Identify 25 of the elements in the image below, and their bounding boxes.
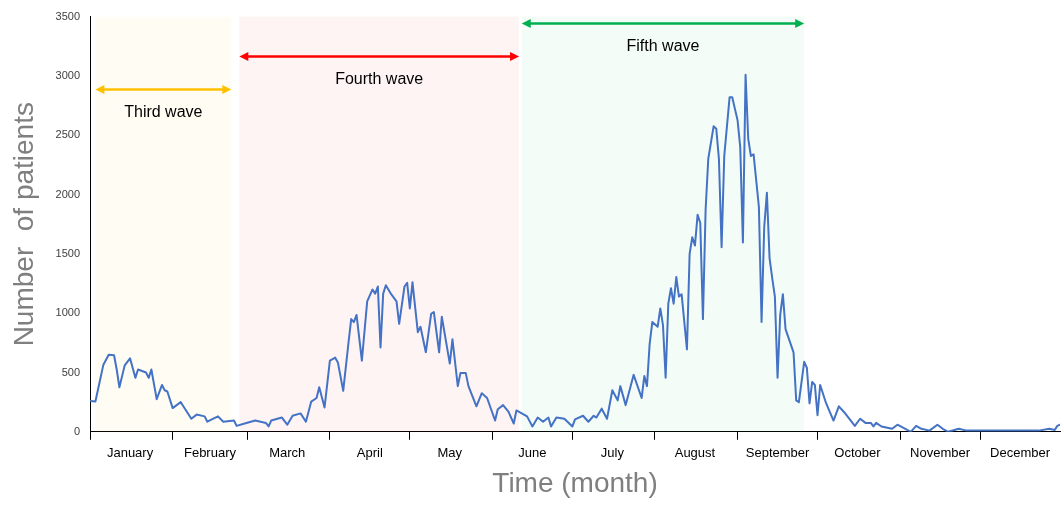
x-tick-label: April (356, 445, 383, 461)
x-tick-label: October (834, 445, 882, 461)
x-tick-label: June (518, 445, 547, 461)
x-axis-title: Time (month) (492, 466, 658, 498)
y-tick-label: 1000 (55, 306, 81, 319)
y-tick-label: 1500 (55, 246, 81, 259)
y-tick-label: 2500 (55, 128, 81, 141)
x-tick-label: September (745, 445, 811, 461)
x-tick-label: February (183, 445, 237, 461)
y-tick-label: 2000 (55, 187, 81, 200)
x-tick-label: November (910, 445, 971, 461)
y-tick-label: 3500 (55, 9, 81, 22)
x-tick-label: March (269, 445, 306, 461)
x-tick-label: May (437, 445, 463, 461)
x-tick-label: August (674, 445, 716, 461)
band-label: Third wave (124, 103, 203, 121)
band-label: Fifth wave (626, 37, 700, 55)
band-label: Fourth wave (335, 70, 424, 88)
x-tick-label: January (106, 445, 154, 461)
y-axis-title: Number of patients (7, 102, 39, 347)
y-tick-label: 0 (73, 424, 81, 437)
y-tick-label: 3000 (55, 68, 81, 81)
x-tick-label: July (600, 445, 625, 461)
x-tick-label: December (990, 445, 1051, 461)
y-tick-label: 500 (61, 365, 81, 378)
